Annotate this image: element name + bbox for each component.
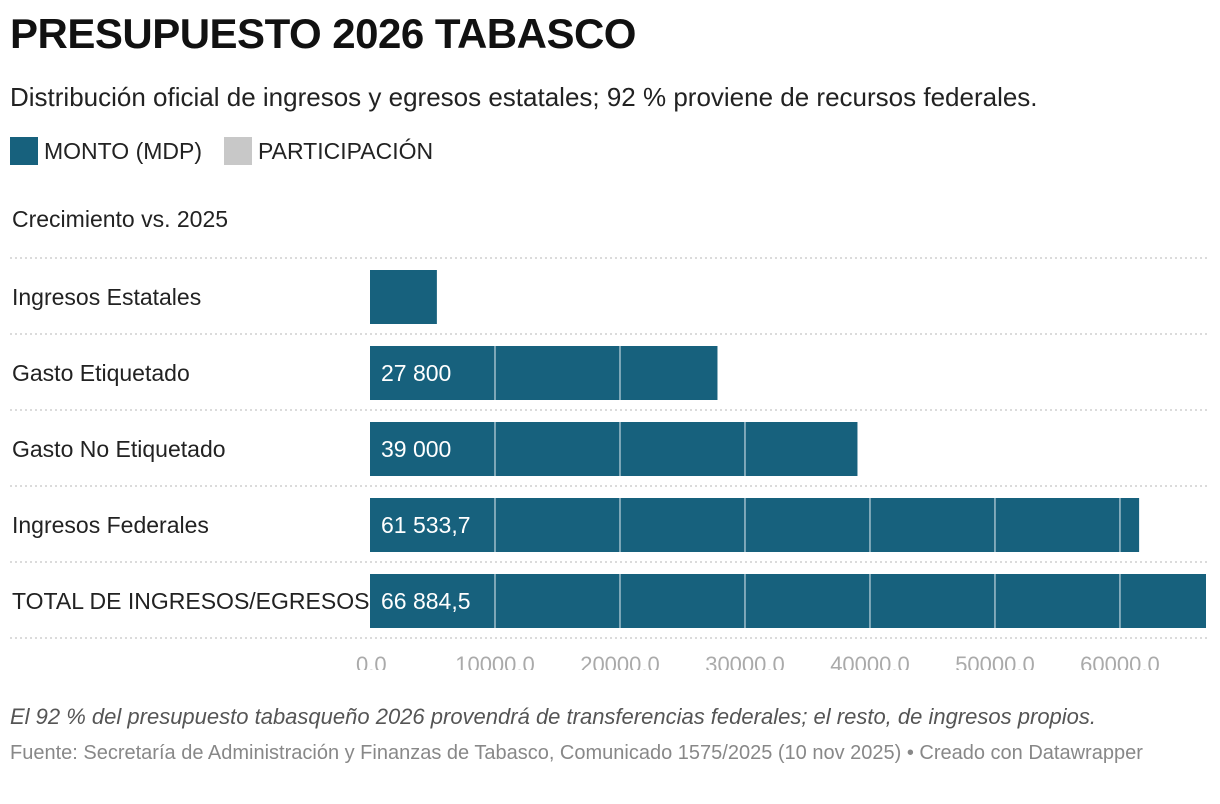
chart-subtitle: Distribución oficial de ingresos y egres… (10, 82, 1038, 112)
bar-value-label: 61 533,7 (381, 512, 471, 538)
x-tick-label: 40000,0 (830, 652, 910, 670)
legend-label-participacion: PARTICIPACIÓN (258, 137, 434, 164)
chart-title: PRESUPUESTO 2026 TABASCO (10, 10, 636, 57)
category-label: Gasto No Etiquetado (12, 436, 226, 462)
category-label: Gasto Etiquetado (12, 360, 190, 386)
bar-value-label: 66 884,5 (381, 588, 471, 614)
chart-source: Fuente: Secretaría de Administración y F… (10, 742, 1143, 764)
bar (370, 498, 1140, 552)
category-label: Ingresos Federales (12, 512, 209, 538)
x-tick-label: 30000,0 (705, 652, 785, 670)
bar-chart: Ingresos Estatales Gasto Etiquetado 27 800… (10, 257, 1208, 670)
bar-value-label: 27 800 (381, 360, 451, 386)
category-label: Ingresos Estatales (12, 284, 201, 310)
legend-swatch-monto (10, 137, 38, 165)
x-tick-label: 0,0 (356, 652, 387, 670)
legend-item-participacion: PARTICIPACIÓN (224, 137, 433, 165)
x-tick-label: 50000,0 (955, 652, 1035, 670)
bar (370, 574, 1206, 628)
x-tick-label: 60000,0 (1080, 652, 1160, 670)
x-tick-label: 10000,0 (455, 652, 535, 670)
legend: MONTO (MDP) PARTICIPACIÓN (10, 137, 455, 165)
column-header: Crecimiento vs. 2025 (12, 206, 229, 232)
bar (370, 422, 858, 476)
legend-swatch-participacion (224, 137, 253, 165)
legend-label-monto: MONTO (MDP) (44, 137, 203, 164)
x-tick-label: 20000,0 (580, 652, 660, 670)
bar-value-label: 39 000 (381, 436, 451, 462)
bar (370, 270, 437, 324)
bar (370, 346, 718, 400)
category-label: TOTAL DE INGRESOS/EGRESOS (12, 588, 369, 614)
legend-item-monto: MONTO (MDP) (10, 137, 202, 165)
chart-note: El 92 % del presupuesto tabasqueño 2026 … (10, 704, 1097, 729)
